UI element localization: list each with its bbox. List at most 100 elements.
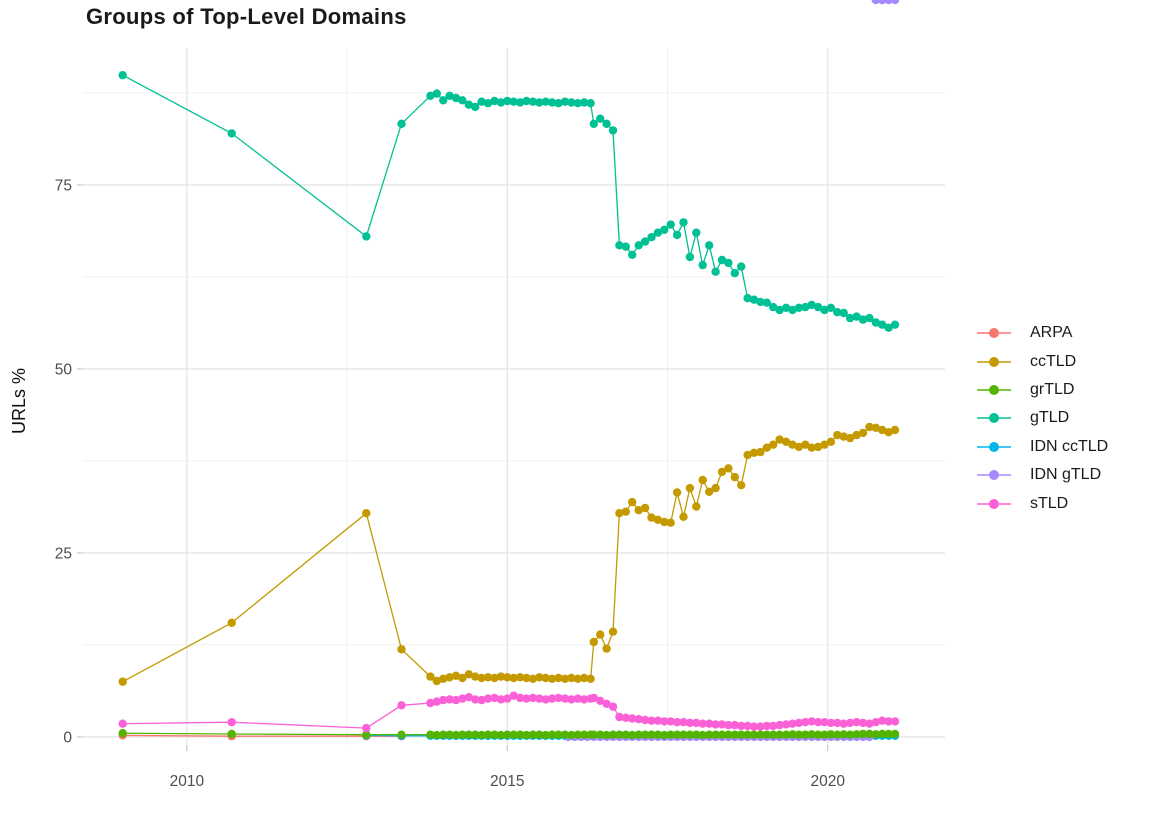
- data-point: [698, 730, 707, 740]
- data-point: [426, 672, 435, 681]
- data-point: [560, 674, 570, 683]
- data-point: [692, 228, 701, 237]
- data-point: [596, 730, 605, 739]
- x-tick-label: 2015: [490, 773, 524, 790]
- data-point: [528, 693, 538, 703]
- data-point: [602, 119, 611, 128]
- data-point: [705, 487, 714, 496]
- data-point: [589, 693, 598, 703]
- data-point: [679, 512, 688, 521]
- data-point: [602, 699, 611, 708]
- data-point: [628, 250, 637, 259]
- legend-item-idn-gtld: IDN gTLD: [976, 461, 1108, 489]
- data-point: [852, 430, 861, 440]
- data-point: [528, 97, 538, 106]
- y-tick-label: 50: [55, 361, 73, 378]
- data-point: [801, 730, 810, 739]
- data-point: [118, 719, 127, 728]
- data-point: [580, 673, 589, 683]
- legend-key-icon: [977, 328, 1011, 339]
- data-point: [458, 694, 467, 703]
- data-point: [820, 730, 829, 739]
- data-point: [621, 242, 630, 251]
- data-point: [660, 730, 669, 740]
- data-point: [580, 98, 589, 107]
- data-point: [589, 637, 598, 647]
- series-cctld: [118, 422, 900, 686]
- data-point: [769, 721, 778, 731]
- data-point: [858, 315, 868, 324]
- data-point: [871, 318, 880, 327]
- data-point: [596, 630, 605, 639]
- data-point: [717, 467, 727, 477]
- data-point: [445, 730, 454, 739]
- legend-item-gtld: gTLD: [976, 404, 1108, 432]
- data-point: [833, 718, 842, 728]
- data-point: [496, 730, 506, 740]
- data-point: [515, 730, 525, 739]
- data-point: [871, 718, 880, 727]
- data-point: [541, 97, 550, 106]
- chart-title: Groups of Top-Level Domains: [86, 4, 407, 29]
- data-point: [227, 618, 236, 627]
- data-point: [826, 303, 836, 312]
- data-point: [426, 91, 435, 101]
- data-point: [756, 722, 765, 731]
- data-point: [451, 671, 461, 680]
- data-point: [865, 313, 874, 323]
- data-point: [845, 313, 855, 323]
- data-point: [865, 719, 874, 728]
- data-point: [547, 694, 557, 703]
- data-point: [432, 676, 441, 686]
- data-point: [794, 718, 804, 728]
- data-point: [522, 96, 531, 106]
- data-point: [845, 433, 855, 443]
- data-point: [509, 691, 518, 700]
- data-point: [554, 730, 563, 739]
- data-point: [762, 721, 771, 731]
- data-point: [679, 718, 688, 727]
- data-point: [615, 509, 624, 518]
- legend-key-icon: [977, 470, 1011, 481]
- data-point: [826, 437, 836, 446]
- data-point: [749, 722, 759, 731]
- data-point: [535, 694, 544, 703]
- data-point: [781, 730, 791, 739]
- data-point: [628, 497, 637, 507]
- data-point: [717, 720, 727, 729]
- data-point: [679, 730, 688, 739]
- legend-label: gTLD: [1030, 409, 1070, 427]
- data-point: [833, 730, 842, 739]
- data-point: [560, 730, 570, 739]
- data-point: [890, 717, 900, 726]
- data-point: [573, 674, 582, 683]
- data-point: [724, 464, 733, 473]
- axis-ticks: [77, 184, 829, 751]
- data-point: [634, 715, 643, 724]
- data-point: [833, 308, 842, 317]
- data-point: [756, 730, 765, 739]
- data-point: [483, 694, 493, 703]
- data-point: [464, 693, 473, 702]
- data-point: [711, 720, 720, 729]
- data-point: [820, 718, 829, 727]
- data-point: [685, 483, 695, 493]
- data-point: [833, 430, 842, 440]
- legend-label: IDN ccTLD: [1030, 437, 1109, 455]
- data-point: [801, 718, 810, 727]
- data-point: [477, 695, 486, 705]
- data-point: [653, 515, 663, 524]
- data-point: [608, 627, 618, 636]
- data-point: [839, 308, 848, 318]
- data-point: [737, 730, 746, 739]
- data-point: [890, 425, 900, 435]
- data-point: [724, 258, 733, 268]
- data-point: [775, 720, 784, 730]
- data-point: [458, 730, 467, 739]
- data-point: [647, 716, 656, 725]
- data-point: [608, 730, 618, 739]
- data-point: [503, 730, 512, 739]
- data-point: [865, 422, 874, 432]
- data-point: [458, 96, 467, 105]
- data-point: [573, 99, 582, 108]
